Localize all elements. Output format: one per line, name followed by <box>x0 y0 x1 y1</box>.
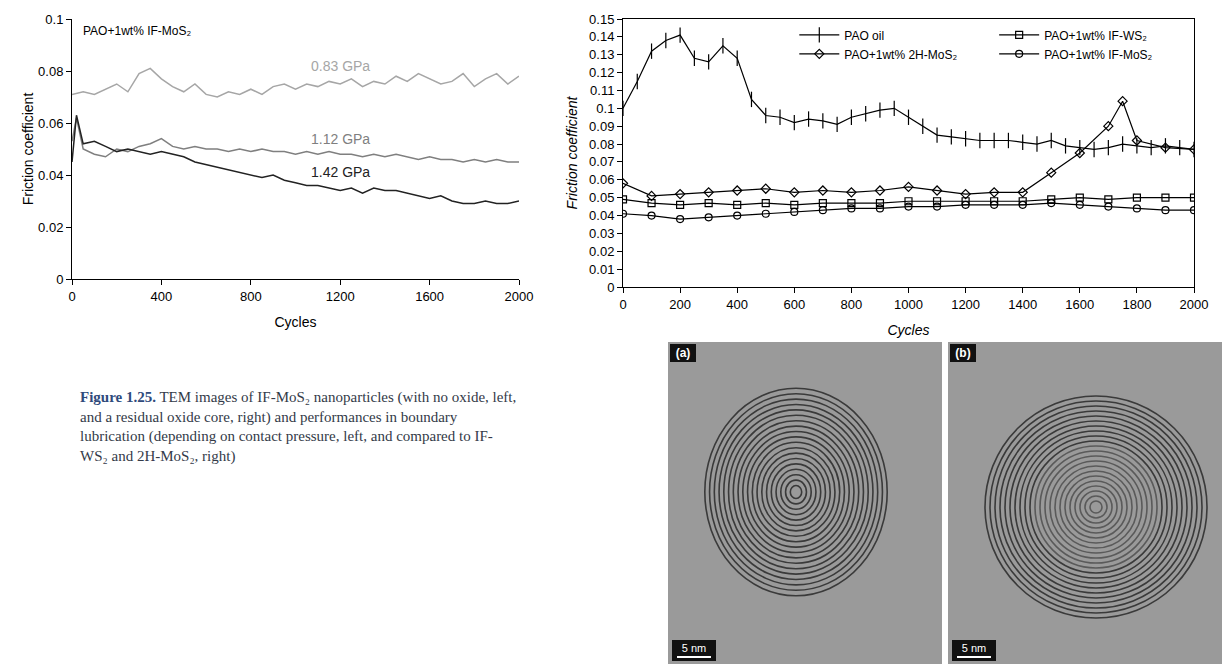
svg-text:1.42 GPa: 1.42 GPa <box>311 164 370 180</box>
svg-text:0.15: 0.15 <box>589 12 614 27</box>
svg-text:0.13: 0.13 <box>589 47 614 62</box>
svg-text:1000: 1000 <box>894 297 923 312</box>
svg-text:0: 0 <box>619 297 626 312</box>
svg-text:400: 400 <box>726 297 748 312</box>
svg-text:Friction coefficient: Friction coefficient <box>564 95 580 209</box>
svg-text:0.1: 0.1 <box>596 101 614 116</box>
svg-text:1800: 1800 <box>1122 297 1151 312</box>
svg-text:0.12: 0.12 <box>589 65 614 80</box>
svg-text:1200: 1200 <box>326 289 355 304</box>
svg-text:Cycles: Cycles <box>887 322 929 338</box>
svg-text:0: 0 <box>56 272 63 287</box>
svg-text:0.02: 0.02 <box>589 244 614 259</box>
svg-text:0.03: 0.03 <box>589 226 614 241</box>
svg-text:5 nm: 5 nm <box>962 642 986 654</box>
svg-text:400: 400 <box>151 289 173 304</box>
svg-text:800: 800 <box>841 297 863 312</box>
svg-text:1200: 1200 <box>951 297 980 312</box>
svg-text:5 nm: 5 nm <box>682 642 706 654</box>
svg-text:0.06: 0.06 <box>38 116 63 131</box>
svg-text:PAO+1wt% IF-MoS₂: PAO+1wt% IF-MoS₂ <box>83 24 191 38</box>
html-text:Figure 1.25. TEM images of IF-: Figure 1.25. TEM images of IF-MoS₂ nanop… <box>80 389 517 464</box>
svg-text:0.06: 0.06 <box>589 172 614 187</box>
svg-text:0.05: 0.05 <box>589 190 614 205</box>
svg-text:0.11: 0.11 <box>590 83 614 98</box>
svg-text:1.12 GPa: 1.12 GPa <box>311 131 370 147</box>
svg-text:0.14: 0.14 <box>589 29 614 44</box>
svg-text:2000: 2000 <box>505 289 534 304</box>
svg-text:0.04: 0.04 <box>38 168 63 183</box>
svg-text:1600: 1600 <box>1065 297 1094 312</box>
svg-text:0.83 GPa: 0.83 GPa <box>311 58 370 74</box>
svg-text:PAO oil: PAO oil <box>844 29 884 43</box>
svg-text:0.01: 0.01 <box>589 262 614 277</box>
svg-text:PAO+1wt% 2H-MoS₂: PAO+1wt% 2H-MoS₂ <box>844 48 957 62</box>
svg-text:PAO+1wt% IF-MoS₂: PAO+1wt% IF-MoS₂ <box>1044 48 1152 62</box>
svg-text:0.07: 0.07 <box>589 154 614 169</box>
svg-text:800: 800 <box>240 289 262 304</box>
svg-text:(b): (b) <box>955 346 970 360</box>
svg-text:0.1: 0.1 <box>45 12 63 27</box>
svg-text:1600: 1600 <box>415 289 444 304</box>
svg-text:0.08: 0.08 <box>38 64 63 79</box>
svg-text:1400: 1400 <box>1008 297 1037 312</box>
svg-text:(a): (a) <box>676 346 691 360</box>
svg-text:200: 200 <box>669 297 691 312</box>
svg-text:0.08: 0.08 <box>589 137 614 152</box>
svg-text:0.04: 0.04 <box>589 208 614 223</box>
svg-text:2000: 2000 <box>1180 297 1209 312</box>
svg-text:0.02: 0.02 <box>38 220 63 235</box>
svg-text:0: 0 <box>607 280 614 295</box>
svg-text:Cycles: Cycles <box>274 314 316 330</box>
svg-text:600: 600 <box>783 297 805 312</box>
svg-text:PAO+1wt% IF-WS₂: PAO+1wt% IF-WS₂ <box>1044 29 1147 43</box>
svg-text:0.09: 0.09 <box>589 119 614 134</box>
svg-text:0: 0 <box>68 289 75 304</box>
svg-text:Friction coefficient: Friction coefficient <box>20 93 36 206</box>
